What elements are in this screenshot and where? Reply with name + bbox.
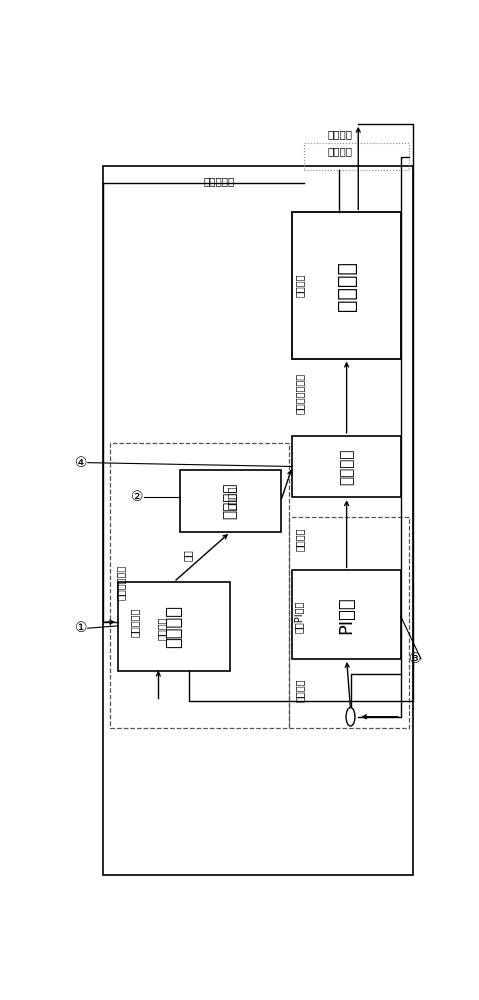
Circle shape: [346, 708, 355, 726]
Text: 动态PI调节: 动态PI调节: [294, 600, 304, 633]
Text: 后轮转速: 后轮转速: [327, 129, 352, 139]
Text: PI调节: PI调节: [338, 596, 355, 634]
Text: 变量泵总发排量: 变量泵总发排量: [295, 373, 305, 414]
Bar: [110, 443, 288, 728]
Text: ①: ①: [75, 621, 88, 635]
Bar: [292, 436, 401, 497]
Text: 档位: 档位: [183, 549, 193, 561]
Bar: [118, 582, 230, 671]
Text: 前轮转速: 前轮转速: [295, 274, 305, 297]
Bar: [304, 143, 409, 170]
Bar: [103, 166, 412, 875]
Text: 发动机转速: 发动机转速: [203, 177, 235, 187]
Text: 静态查表调节: 静态查表调节: [115, 564, 125, 600]
Text: ④: ④: [75, 456, 88, 470]
Text: 排量查表: 排量查表: [223, 483, 238, 519]
Text: 后轮转速: 后轮转速: [157, 616, 167, 640]
Text: 发动机转速: 发动机转速: [130, 608, 140, 637]
Text: 动态排量: 动态排量: [295, 528, 305, 551]
Bar: [292, 212, 401, 359]
Bar: [180, 470, 281, 532]
Text: 前轮转速: 前轮转速: [327, 146, 352, 156]
Bar: [288, 517, 409, 728]
Bar: [292, 570, 401, 659]
Text: 整车响应: 整车响应: [337, 261, 357, 311]
Text: 转速差値: 转速差値: [295, 678, 305, 702]
Text: 档位估计: 档位估计: [165, 605, 183, 648]
Text: 排量相加: 排量相加: [339, 448, 354, 485]
Text: ③: ③: [409, 652, 421, 666]
Text: ②: ②: [131, 490, 144, 504]
Text: 静态排量: 静态排量: [227, 486, 237, 509]
